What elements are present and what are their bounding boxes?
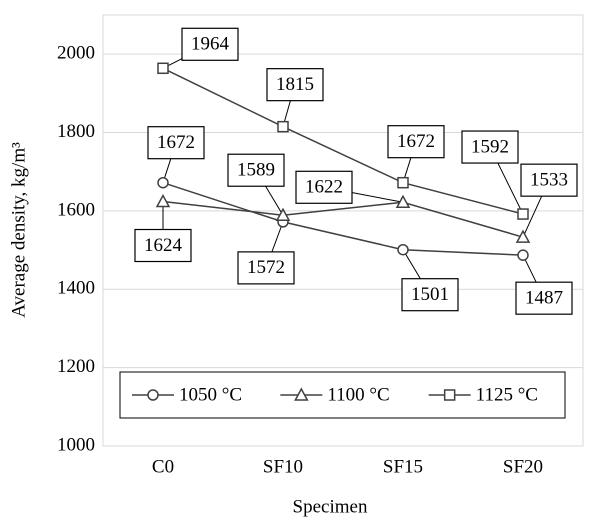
series-line (162, 200, 524, 238)
data-label: 1964 (191, 34, 230, 55)
data-label: 1592 (471, 136, 509, 157)
data-label-box (181, 27, 239, 61)
data-point (397, 243, 409, 256)
data-label-box (227, 153, 285, 187)
data-point (515, 229, 531, 243)
data-label-box (237, 251, 295, 285)
x-tick-label: C0 (152, 456, 174, 477)
series-line (162, 181, 524, 256)
legend-label: 1050 °C (179, 384, 242, 405)
data-label-box (147, 126, 205, 160)
data-point (157, 176, 169, 189)
data-point (157, 62, 169, 75)
legend-marker (294, 387, 309, 401)
data-point (277, 120, 289, 133)
y-tick-label: 1600 (57, 199, 95, 220)
legend-box (119, 371, 566, 419)
data-point (517, 249, 529, 261)
data-label: 1672 (157, 132, 195, 153)
data-label-box (401, 278, 459, 312)
x-tick-label: SF20 (503, 456, 543, 477)
y-tick-label: 1000 (57, 434, 95, 455)
legend-label: 1125 °C (476, 384, 538, 405)
x-tick-label: SF15 (383, 456, 423, 477)
data-point (155, 193, 171, 208)
data-label-box (266, 68, 324, 102)
data-point (275, 207, 291, 221)
data-label-box (461, 130, 519, 164)
data-label-box (387, 125, 445, 159)
y-tick-label: 1400 (57, 278, 95, 299)
data-label: 1501 (411, 284, 449, 305)
data-label: 1622 (305, 177, 343, 198)
data-label: 1815 (276, 74, 314, 95)
data-label-box (295, 170, 353, 204)
data-label: 1533 (530, 170, 568, 191)
data-point (395, 194, 411, 209)
y-tick-label: 2000 (57, 43, 95, 64)
y-tick-label: 1200 (57, 356, 95, 377)
data-label-box (515, 281, 573, 315)
x-axis-label: Specimen (293, 496, 368, 517)
legend-marker (443, 389, 456, 401)
y-axis-label: Average density, kg/m³ (8, 142, 29, 318)
data-label: 1624 (144, 235, 183, 256)
x-tick-label: SF10 (263, 456, 303, 477)
data-label-box (134, 228, 192, 263)
legend-label: 1100 °C (327, 384, 389, 405)
legend-marker (147, 389, 159, 401)
data-label: 1672 (397, 131, 435, 152)
y-tick-label: 1800 (57, 121, 95, 142)
data-label-box (520, 163, 578, 197)
data-label: 1572 (247, 257, 285, 278)
data-point (397, 176, 409, 189)
data-label: 1487 (525, 288, 563, 309)
data-label: 1589 (237, 160, 275, 181)
plot-border (102, 14, 584, 447)
data-point (517, 208, 529, 220)
series-line (162, 67, 524, 215)
